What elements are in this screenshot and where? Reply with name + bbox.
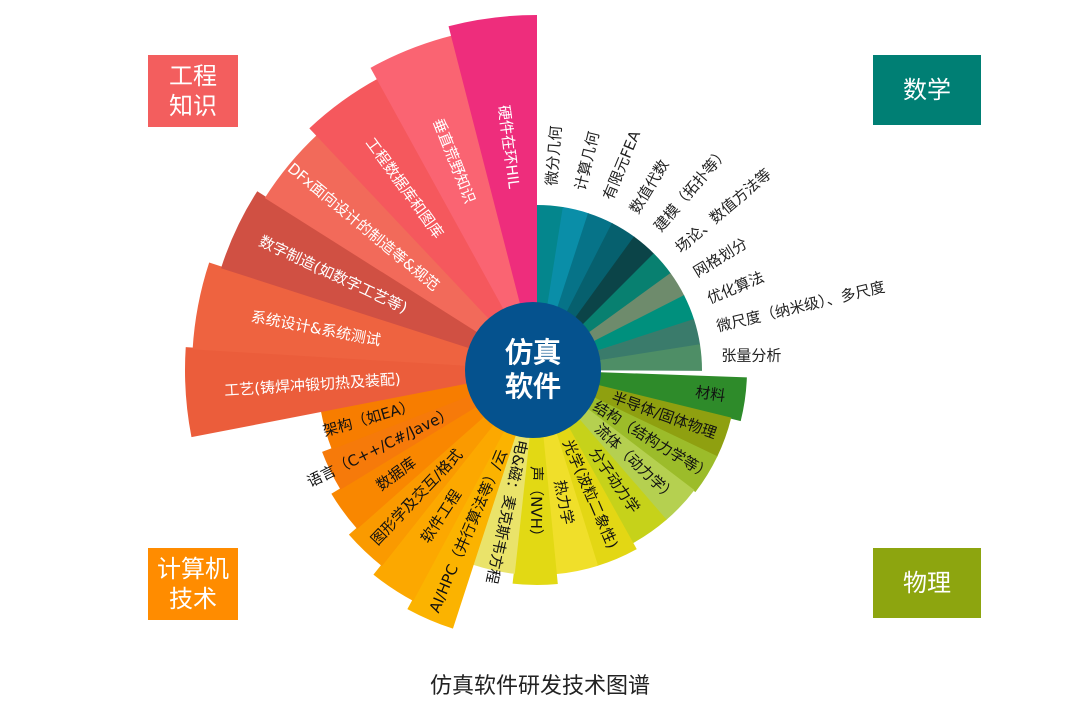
hub: 仿真 软件	[465, 302, 601, 438]
hub-circle	[465, 302, 601, 438]
category-engineering-label: 工程知识	[169, 62, 217, 120]
label-physics: 声（NVH）	[527, 466, 545, 544]
wedge-physics	[542, 427, 599, 575]
category-engineering: 工程知识	[148, 55, 238, 127]
wedge-physics	[472, 426, 531, 574]
wedge-computer	[407, 422, 519, 629]
diagram-title: 仿真软件研发技术图谱	[429, 674, 650, 699]
wedge-math	[596, 344, 702, 371]
label-math: 优化算法	[704, 268, 766, 308]
wedge-computer	[373, 416, 509, 601]
category-math-label: 数学	[903, 76, 951, 104]
wedge-engineering	[220, 191, 487, 352]
category-computer: 计算机技术	[148, 548, 238, 620]
wedge-math	[564, 222, 635, 322]
wedge-physics	[512, 429, 558, 586]
wedge-physics	[576, 406, 695, 521]
wedge-physics	[584, 395, 718, 493]
wedge-computer	[331, 400, 493, 530]
category-computer-label: 计算机技术	[157, 555, 229, 613]
wedge-math	[555, 213, 613, 317]
hub-line1: 仿真	[505, 336, 561, 369]
wedge-computer	[348, 409, 500, 567]
category-math: 数学	[873, 55, 981, 125]
wedge-math	[572, 236, 655, 328]
wedge-physics	[590, 384, 732, 458]
wedge-physics	[554, 422, 637, 567]
label-physics: 材料	[694, 383, 726, 405]
wedge-engineering	[370, 35, 523, 318]
wedge-math	[590, 295, 695, 352]
wedge-computer	[322, 391, 486, 490]
wedge-math	[546, 207, 589, 314]
wedge-physics	[595, 372, 747, 422]
wedge-computer	[320, 381, 482, 450]
label-math: 张量分析	[721, 346, 781, 364]
hub-line2: 软件	[505, 370, 561, 403]
wedge-math	[537, 205, 564, 311]
wedge-engineering	[192, 262, 480, 367]
category-physics: 物理	[873, 548, 981, 618]
wedge-engineering	[448, 15, 537, 312]
wedge-math	[579, 253, 671, 335]
wedge-engineering	[185, 347, 479, 438]
wedge-math	[594, 319, 701, 361]
label-math: 微分几何	[543, 125, 566, 186]
wedge-physics	[565, 415, 667, 544]
category-physics-label: 物理	[903, 569, 951, 597]
wedge-math	[585, 273, 685, 344]
wedge-engineering	[264, 134, 497, 338]
label-math: 计算几何	[571, 130, 603, 193]
wedge-engineering	[309, 78, 509, 327]
wedges	[185, 15, 747, 629]
